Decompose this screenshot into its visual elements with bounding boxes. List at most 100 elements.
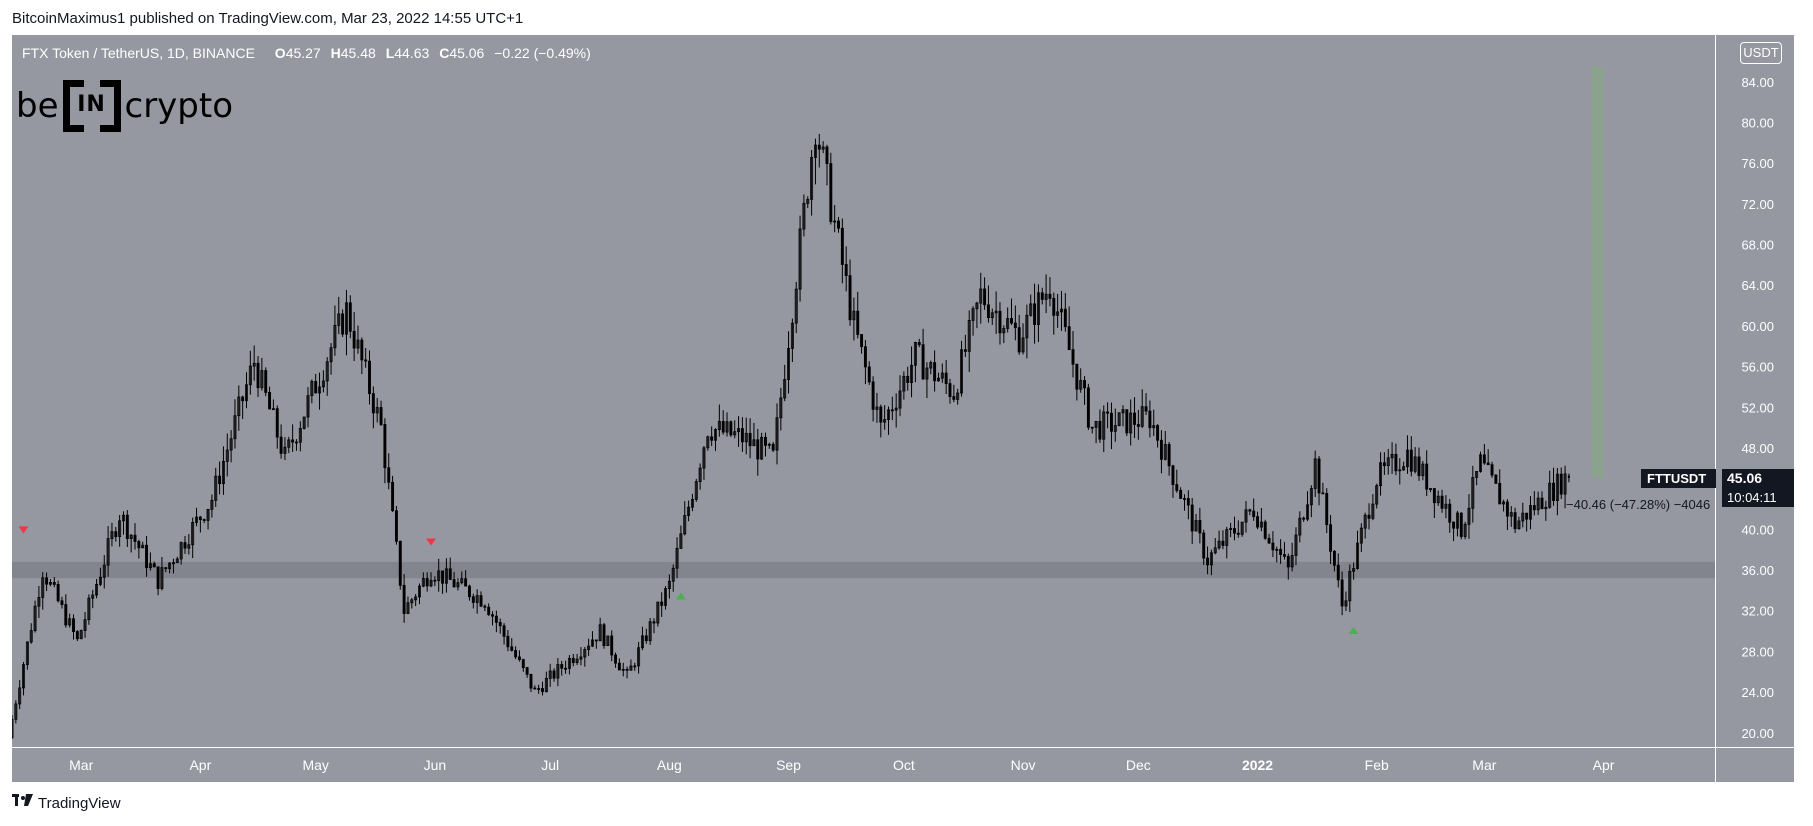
currency-badge[interactable]: USDT: [1740, 42, 1782, 64]
candle-body: [452, 579, 456, 588]
candle-body: [468, 585, 471, 598]
candle-body: [921, 344, 925, 380]
candle-body: [1356, 542, 1359, 569]
candle-body: [321, 380, 325, 388]
candle-body: [48, 582, 52, 585]
candle-body: [525, 667, 529, 675]
candle-body: [906, 375, 910, 383]
candle-body: [552, 670, 556, 679]
candle-body: [1090, 426, 1094, 429]
candle-body: [191, 522, 195, 546]
candle-body: [214, 475, 218, 501]
candle-body: [1552, 482, 1555, 501]
candle-body: [414, 596, 418, 601]
candle-body: [937, 377, 940, 382]
candle-body: [221, 460, 225, 485]
candle-body: [798, 228, 802, 290]
candle-body: [698, 467, 702, 482]
candle-body: [137, 541, 141, 549]
candle-body: [602, 624, 606, 647]
candle-body: [1302, 517, 1306, 520]
time-tick-label: Oct: [893, 757, 915, 773]
candle-body: [1459, 512, 1463, 537]
candle-body: [1240, 521, 1244, 535]
candle-body: [767, 443, 771, 446]
time-axis-background[interactable]: [12, 747, 1794, 782]
candles-layer: [12, 133, 1570, 739]
time-tick-label: Apr: [189, 757, 211, 773]
candle-body: [1156, 425, 1160, 441]
logo-prefix: be: [16, 86, 59, 126]
candle-body: [1225, 529, 1229, 546]
candle-body: [917, 342, 921, 346]
candle-body: [1006, 318, 1010, 329]
candle-body: [64, 604, 68, 626]
candle-body: [371, 393, 375, 414]
candle-body: [133, 534, 137, 542]
candle-body: [341, 313, 345, 335]
candle-body: [575, 658, 579, 663]
price-axis-background[interactable]: [1715, 35, 1794, 747]
candle-body: [737, 428, 741, 433]
candle-body: [690, 499, 694, 508]
candle-body: [218, 475, 222, 485]
candle-body: [1317, 458, 1321, 494]
candle-body: [202, 519, 206, 521]
candle-body: [1417, 456, 1421, 477]
candle-body: [1555, 473, 1559, 501]
candle-body: [1010, 318, 1013, 324]
candle-body: [664, 588, 667, 606]
candle-body: [12, 718, 14, 739]
candle-body: [564, 667, 568, 670]
candle-body: [1252, 510, 1256, 518]
candle-body: [1163, 444, 1167, 460]
candle-body: [25, 641, 29, 666]
candle-body: [986, 304, 990, 319]
candle-body: [717, 420, 721, 430]
candle-body: [491, 614, 494, 617]
candle-body: [679, 533, 683, 549]
candle-body: [1536, 497, 1540, 511]
candle-body: [1444, 503, 1448, 509]
time-tick-label: Mar: [69, 757, 93, 773]
candle-body: [102, 564, 106, 578]
candle-body: [813, 144, 817, 158]
price-tick-label: 68.00: [1741, 238, 1774, 253]
candle-body: [671, 567, 675, 582]
close-key: C: [439, 45, 450, 61]
candle-body: [1233, 528, 1236, 534]
candle-body: [910, 364, 914, 383]
time-tick-label: Feb: [1365, 757, 1389, 773]
time-tick-label: Mar: [1472, 757, 1496, 773]
candle-body: [606, 635, 610, 647]
candle-body: [1083, 380, 1087, 389]
candle-body: [1133, 412, 1136, 425]
candle-body: [306, 395, 310, 418]
candle-body: [621, 668, 625, 671]
candle-body: [775, 417, 779, 451]
candle-body: [141, 544, 145, 549]
candle-body: [756, 439, 760, 460]
logo-box-text: IN: [77, 92, 106, 117]
candle-body: [172, 562, 175, 565]
candle-body: [1398, 469, 1402, 472]
candle-body: [391, 481, 395, 512]
candle-body: [145, 544, 149, 569]
candle-body: [364, 359, 368, 362]
candle-body: [471, 596, 475, 603]
price-chart[interactable]: 20.0024.0028.0032.0036.0040.0044.0048.00…: [12, 35, 1794, 782]
candle-body: [110, 531, 114, 539]
symbol-legend[interactable]: FTX Token / TetherUS, 1D, BINANCE O45.27…: [22, 45, 591, 61]
candle-body: [1379, 462, 1383, 487]
tradingview-footer[interactable]: TradingView: [12, 794, 121, 812]
candle-body: [248, 365, 252, 386]
candle-body: [1517, 520, 1521, 530]
candle-body: [990, 312, 994, 319]
candle-body: [1505, 501, 1509, 517]
candle-body: [852, 310, 856, 321]
candle-body: [948, 383, 952, 397]
candle-body: [444, 568, 448, 584]
candle-body: [875, 406, 879, 410]
candle-body: [210, 499, 214, 510]
candle-body: [541, 688, 544, 693]
